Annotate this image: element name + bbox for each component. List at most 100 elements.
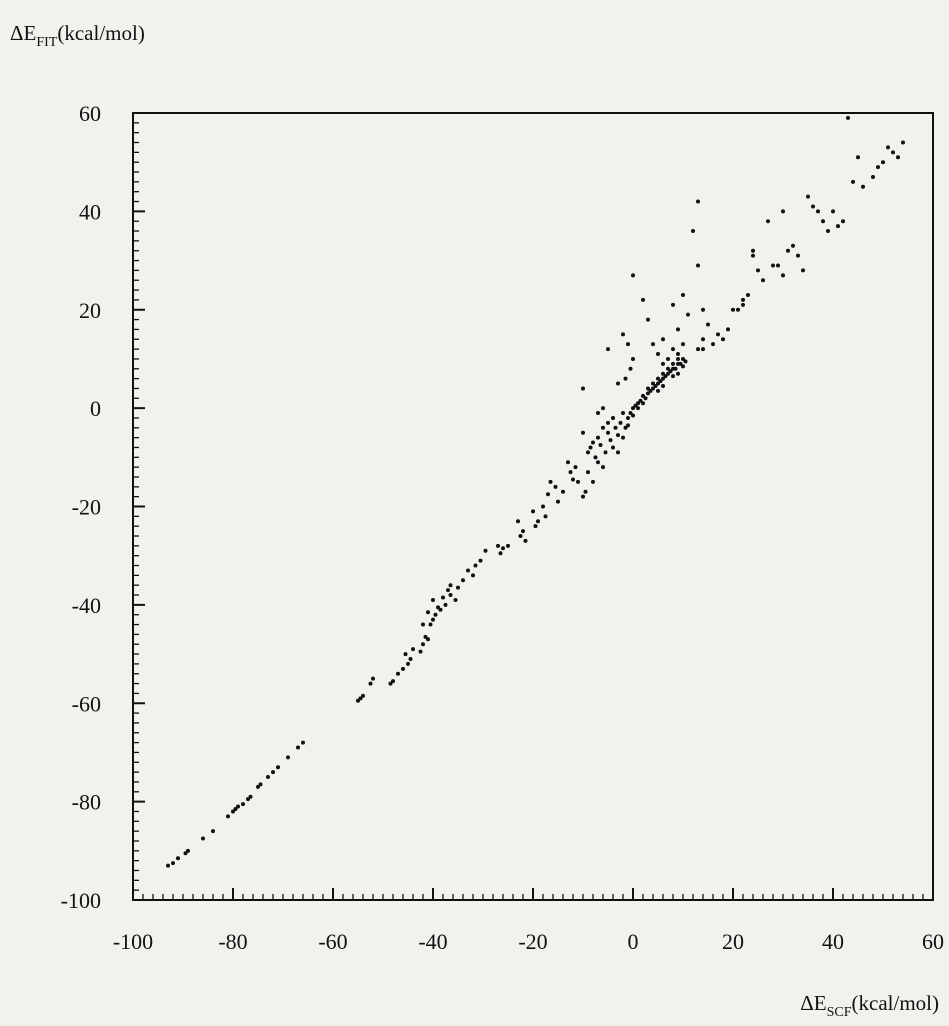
data-point [166, 863, 170, 868]
data-point [676, 356, 680, 361]
data-point [731, 307, 735, 312]
x-tick-label: -40 [418, 929, 447, 954]
data-point [266, 775, 270, 780]
data-point [368, 681, 373, 686]
data-point [626, 415, 630, 420]
data-point [696, 347, 700, 352]
data-point [766, 219, 770, 224]
data-point [388, 681, 393, 686]
y-axis-title-main: ΔE [10, 21, 36, 45]
data-point [596, 460, 600, 465]
data-point [498, 551, 503, 556]
data-point [456, 585, 460, 590]
data-point [403, 652, 408, 657]
data-point [523, 538, 528, 543]
data-point [623, 376, 628, 381]
y-tick-label: 40 [79, 199, 101, 224]
data-point [518, 534, 523, 539]
data-point [441, 595, 445, 600]
data-point [671, 302, 675, 307]
data-point [681, 342, 685, 347]
data-point [678, 361, 683, 366]
data-point [226, 814, 230, 819]
data-point [666, 356, 670, 361]
plot-frame [132, 112, 934, 901]
data-point [601, 465, 605, 470]
data-point [676, 352, 680, 357]
data-point [556, 499, 560, 504]
data-point [756, 268, 760, 273]
data-point [751, 248, 755, 253]
data-point [831, 209, 835, 214]
data-point [531, 509, 535, 514]
data-point [231, 809, 235, 814]
data-point [183, 851, 188, 856]
data-point [656, 352, 660, 357]
data-point [428, 622, 433, 627]
data-point [666, 371, 670, 376]
data-point [506, 543, 510, 548]
data-point [721, 337, 725, 342]
data-point [881, 160, 885, 165]
data-point [673, 366, 678, 371]
data-point [596, 435, 600, 440]
y-tick-label: 60 [79, 101, 101, 126]
data-point [841, 219, 845, 224]
data-point [246, 797, 250, 802]
data-point [601, 425, 605, 430]
data-point [661, 376, 665, 381]
data-point [891, 150, 895, 155]
data-point [643, 396, 648, 401]
data-point [548, 479, 553, 484]
data-point [886, 145, 890, 150]
data-point [286, 755, 290, 760]
data-point [696, 263, 700, 268]
data-point [651, 386, 655, 391]
data-point [536, 519, 540, 524]
x-tick-label: -100 [113, 929, 153, 954]
data-point [656, 388, 660, 393]
data-point [641, 297, 645, 302]
data-point [806, 194, 810, 199]
data-point [211, 829, 215, 834]
y-tick-label: -40 [72, 593, 101, 618]
data-point [171, 861, 175, 866]
data-point [606, 430, 610, 435]
data-point [406, 661, 410, 666]
data-point [781, 209, 785, 214]
data-point [681, 292, 685, 297]
data-point [661, 361, 665, 366]
y-axis-title: ΔEFIT(kcal/mol) [10, 21, 145, 50]
data-point [411, 647, 415, 652]
data-point [426, 610, 430, 615]
x-tick-label: -60 [318, 929, 347, 954]
data-point [791, 243, 795, 248]
data-point [431, 597, 435, 602]
data-point [701, 347, 705, 352]
data-point [616, 381, 620, 386]
data-point [676, 327, 680, 332]
data-point [448, 583, 453, 588]
data-point [826, 229, 830, 234]
data-point [631, 413, 635, 418]
data-point [861, 184, 865, 189]
data-point [581, 386, 585, 391]
data-point [501, 546, 505, 551]
data-point [646, 386, 650, 391]
data-point [653, 383, 658, 388]
data-point [591, 479, 595, 484]
x-tick-label: 20 [722, 929, 744, 954]
data-point [706, 322, 710, 327]
data-point [741, 297, 745, 302]
data-point [561, 489, 565, 494]
data-point [681, 356, 685, 361]
data-point [431, 617, 435, 622]
data-point [796, 253, 800, 258]
data-point [566, 460, 570, 465]
data-point [651, 342, 655, 347]
data-point [591, 440, 595, 445]
data-point [636, 401, 640, 406]
data-point [631, 356, 635, 361]
x-tick-label: -20 [518, 929, 547, 954]
data-point [801, 268, 805, 273]
